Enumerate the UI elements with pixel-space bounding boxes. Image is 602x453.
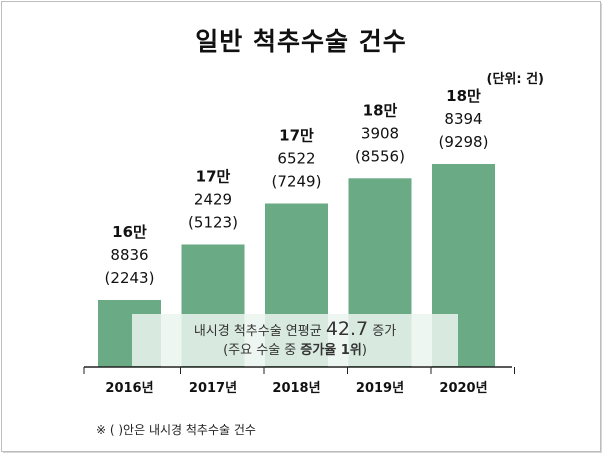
x-tick-label-2: 2018년 [272,381,320,396]
bar-label-mid-0: 8836 [110,246,148,264]
bar-label-mid-3: 3908 [361,124,399,142]
bar-label-mid-2: 6522 [277,149,315,167]
bar-label-sub-4: (9298) [439,133,489,151]
chart-title: 일반 척추수술 건수 [195,27,407,56]
bar-label-top-3: 18만 [363,101,398,119]
unit-label: (단위: 건) [486,72,545,87]
bar-label-mid-4: 8394 [444,110,482,128]
bar-label-sub-0: (2243) [105,269,155,287]
bar-label-sub-1: (5123) [188,213,238,231]
bar-label-sub-3: (8556) [355,147,405,165]
bar-label-top-1: 17만 [196,167,231,185]
x-tick-label-1: 2017년 [189,381,237,396]
x-tick-label-4: 2020년 [439,381,487,396]
annotation-line2-suffix: ) [361,343,367,358]
bar-label-sub-2: (7249) [272,172,322,190]
x-tick-label-0: 2016년 [105,381,153,396]
annotation-line2-prefix: (주요 수술 중 [223,343,301,358]
x-tick-label-3: 2019년 [356,381,404,396]
bar-label-top-2: 17만 [279,126,314,144]
annotation-suffix: 증가 [368,324,397,339]
annotation-rate: 42.7 [325,318,369,340]
annotation-line-2: (주요 수술 중 증가율 1위) [132,341,458,360]
annotation-line2-bold: 증가율 1위 [300,343,362,358]
bar-label-mid-1: 2429 [194,190,232,208]
bar-label-top-4: 18만 [446,87,481,105]
bar-label-top-0: 16만 [112,223,147,241]
annotation-box: 내시경 척추수술 연평균 42.7 증가 (주요 수술 중 증가율 1위) [132,314,458,366]
footnote: ※ ( )안은 내시경 척추수술 건수 [96,423,256,437]
annotation-line-1: 내시경 척추수술 연평균 42.7 증가 [132,320,458,341]
annotation-prefix: 내시경 척추수술 연평균 [193,324,326,339]
